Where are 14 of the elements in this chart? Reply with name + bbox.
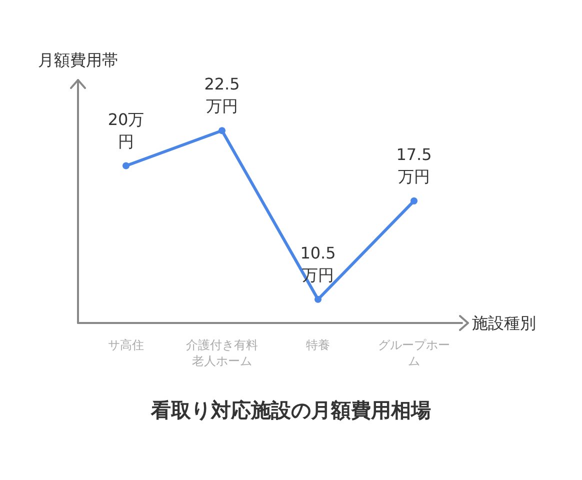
data-label: 17.5万円	[396, 144, 432, 186]
x-tick-label: サ高住	[108, 338, 144, 352]
x-tick-label: 特養	[306, 338, 330, 352]
x-tick-label: グループホーム	[378, 338, 450, 368]
point	[314, 296, 322, 303]
x-tick-label: 介護付き有料老人ホーム	[186, 338, 258, 368]
point	[122, 162, 130, 170]
point	[218, 127, 226, 134]
text: 看取り対応施設の月額費用相場	[150, 398, 431, 422]
point	[410, 197, 418, 204]
data-label: 20万円	[108, 110, 144, 151]
y-axis-title: 月額費用帯	[38, 50, 118, 70]
x-axis-title: 施設種別	[472, 314, 536, 332]
data-label: 22.5万円	[204, 74, 240, 116]
